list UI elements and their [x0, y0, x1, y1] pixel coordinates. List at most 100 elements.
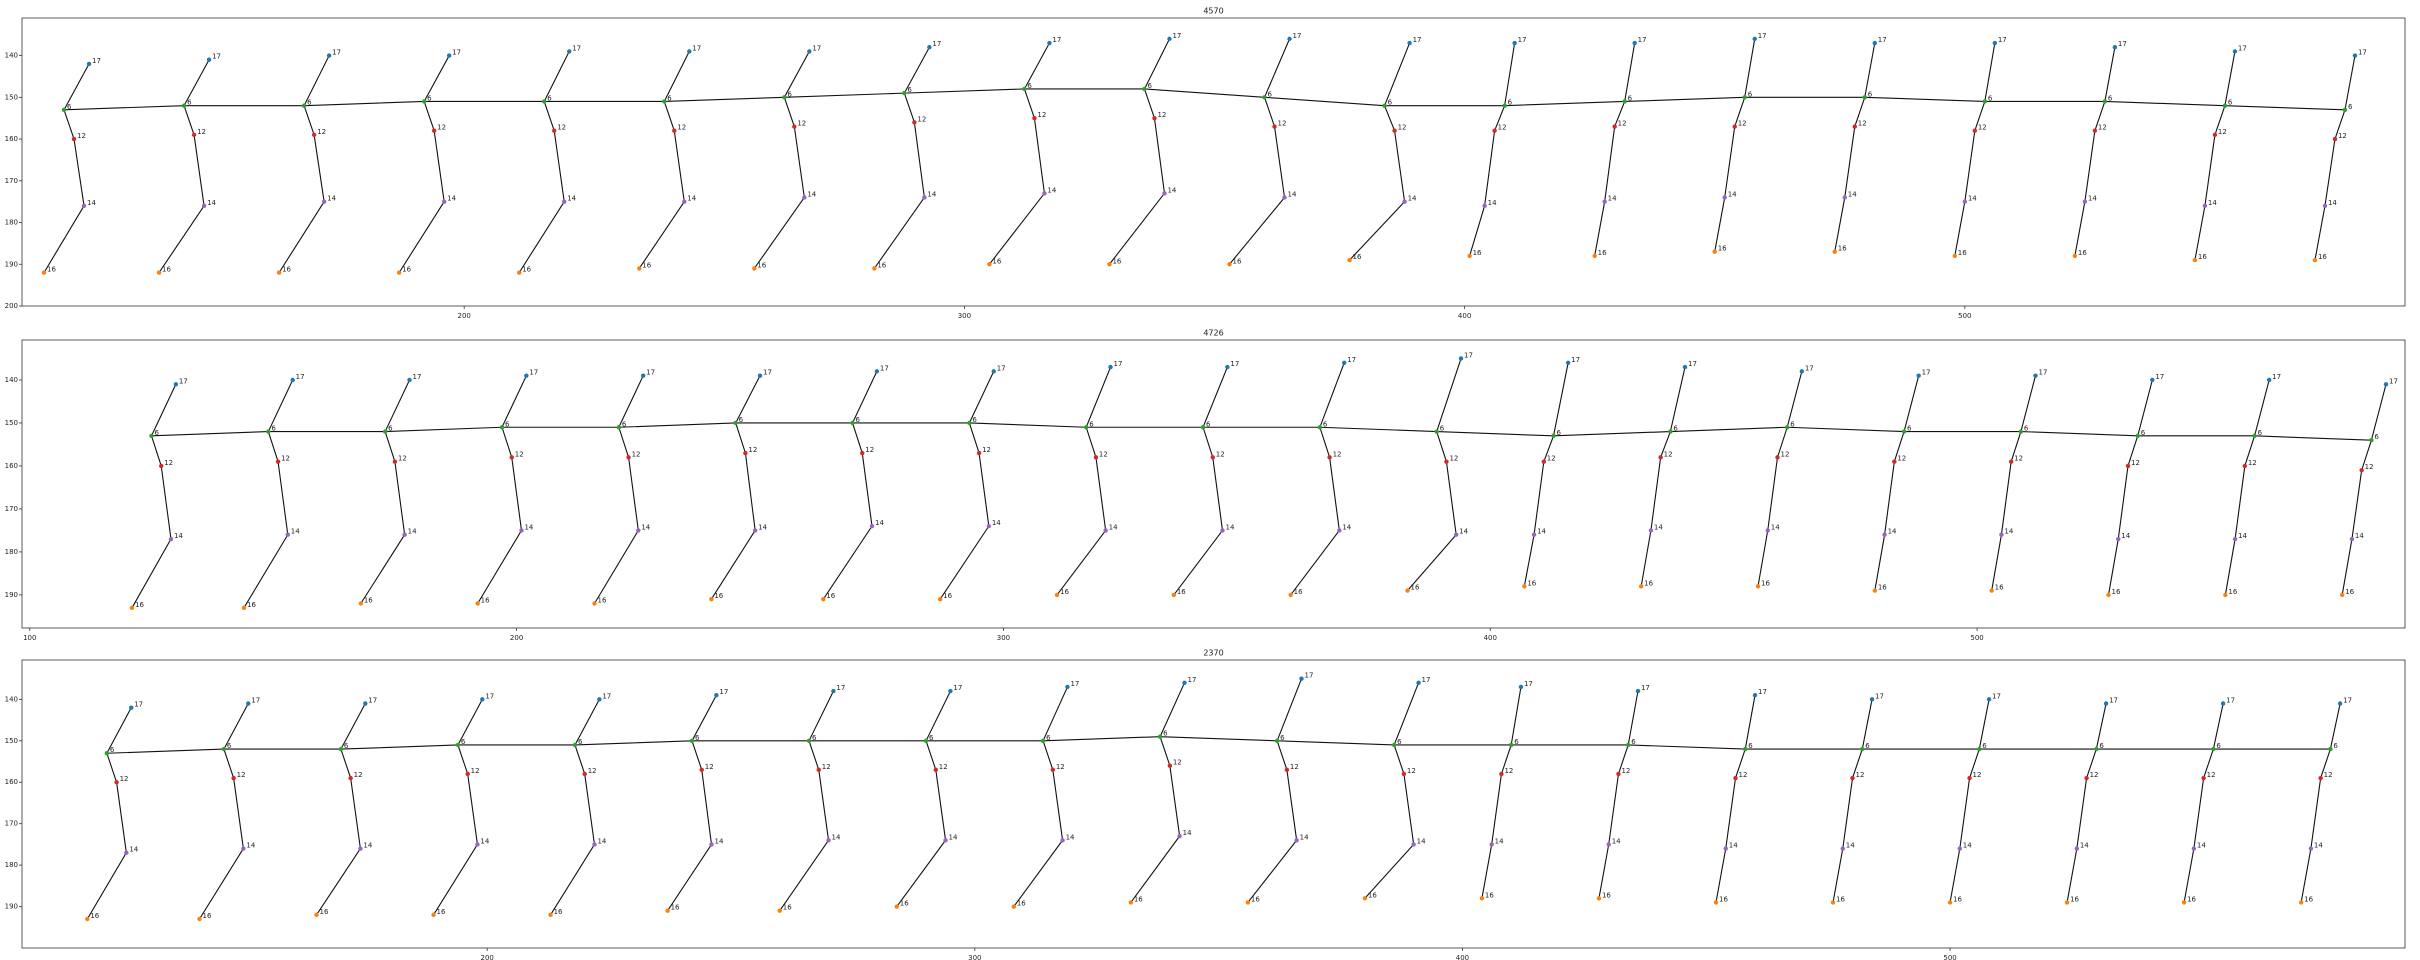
keypoint-label: 6	[1397, 738, 1402, 746]
bone	[2107, 538, 2119, 595]
keypoint-label: 14	[1968, 195, 1977, 203]
keypoint	[1107, 262, 1112, 267]
y-tick-label: 160	[5, 462, 18, 470]
keypoint-label: 16	[826, 592, 835, 600]
keypoint	[1492, 128, 1497, 133]
keypoint-label: 12	[1398, 124, 1407, 132]
keypoint	[1128, 900, 1134, 905]
keypoint-label: 12	[515, 450, 524, 458]
keypoint	[1227, 262, 1232, 267]
bone	[2341, 538, 2353, 595]
keypoint	[1142, 86, 1147, 92]
bone	[1445, 461, 1457, 535]
keypoint	[1882, 532, 1887, 537]
keypoint-label: 12	[2338, 132, 2347, 140]
keypoint	[81, 203, 87, 209]
y-tick-label: 190	[5, 903, 18, 911]
keypoint	[1502, 103, 1507, 108]
keypoint-label: 6	[2333, 742, 2338, 750]
y-tick-label: 150	[5, 93, 18, 101]
keypoint-label: 12	[1897, 455, 1906, 463]
x-tick-label: 400	[1458, 312, 1471, 320]
bone	[2010, 431, 2022, 462]
keypoint-label: 12	[588, 767, 597, 775]
keypoint	[2222, 103, 2228, 108]
keypoint-label: 17	[1052, 36, 1061, 44]
y-tick-label: 140	[5, 695, 18, 703]
keypoint-label: 12	[2365, 463, 2374, 471]
keypoint-label: 16	[598, 596, 607, 604]
trajectory-line	[151, 422, 2372, 441]
keypoint	[1167, 763, 1173, 768]
keypoint-label: 12	[471, 767, 480, 775]
keypoint-label: 14	[875, 519, 884, 527]
keypoint	[2232, 536, 2238, 542]
keypoint	[1967, 775, 1972, 781]
keypoint-label: 16	[1718, 245, 1727, 253]
bone	[925, 690, 951, 742]
keypoint	[2308, 846, 2314, 851]
keypoint	[1171, 592, 1177, 598]
bone	[1143, 38, 1170, 90]
keypoint	[396, 270, 402, 275]
keypoint	[2018, 429, 2024, 434]
keypoint-label: 16	[481, 596, 490, 604]
keypoint-label: 17	[836, 684, 845, 692]
bone	[467, 773, 478, 845]
keypoint-label: 14	[1047, 186, 1056, 194]
bone	[913, 122, 925, 198]
keypoint	[326, 53, 332, 58]
bone	[1264, 97, 1276, 127]
keypoint	[181, 103, 187, 108]
keypoint	[826, 838, 831, 843]
keypoint	[689, 738, 695, 744]
keypoint-label: 12	[632, 450, 641, 458]
keypoint	[358, 601, 364, 606]
keypoint	[358, 846, 363, 851]
keypoint	[1723, 846, 1728, 851]
keypoint-label: 14	[567, 195, 576, 203]
keypoint-label: 6	[1748, 742, 1753, 750]
keypoint-label: 16	[1134, 895, 1143, 903]
keypoint-label: 12	[398, 455, 407, 463]
bone	[1494, 105, 1506, 131]
keypoint	[1272, 124, 1277, 129]
bone	[1013, 839, 1064, 907]
x-tick-label: 300	[997, 634, 1010, 642]
bone	[2066, 848, 2078, 903]
keypoint-label: 12	[1973, 771, 1982, 779]
bone	[903, 46, 930, 94]
keypoint	[1299, 676, 1304, 681]
keypoint-label: 17	[413, 373, 422, 381]
keypoint	[2322, 203, 2328, 209]
keypoint-label: 6	[856, 416, 861, 424]
bone	[1403, 773, 1415, 845]
keypoint-label: 6	[1631, 738, 1636, 746]
keypoint-label: 17	[92, 57, 101, 65]
keypoint-label: 17	[602, 692, 611, 700]
keypoint	[1489, 842, 1494, 847]
keypoint-label: 14	[327, 195, 336, 203]
bone	[1510, 686, 1522, 746]
keypoint	[752, 266, 757, 271]
keypoint	[1962, 199, 1968, 204]
keypoint-label: 16	[1368, 891, 1377, 899]
keypoint	[1862, 95, 1867, 100]
keypoint	[1531, 532, 1537, 537]
bone	[433, 130, 445, 202]
keypoint-label: 17	[2272, 373, 2281, 381]
bone	[808, 690, 834, 742]
keypoint-label: 6	[307, 99, 312, 107]
axes-frame	[21, 339, 2406, 629]
bone	[1861, 699, 1873, 750]
keypoint-label: 6	[1268, 90, 1273, 98]
keypoint	[2202, 203, 2208, 209]
bone	[2127, 435, 2139, 467]
keypoint-label: 16	[1251, 895, 1260, 903]
keypoint-label: 14	[1537, 528, 1546, 536]
keypoint	[1274, 738, 1280, 744]
bone	[398, 201, 445, 273]
bone	[1247, 839, 1298, 903]
keypoint-label: 14	[1288, 190, 1297, 198]
keypoint	[1616, 771, 1621, 777]
